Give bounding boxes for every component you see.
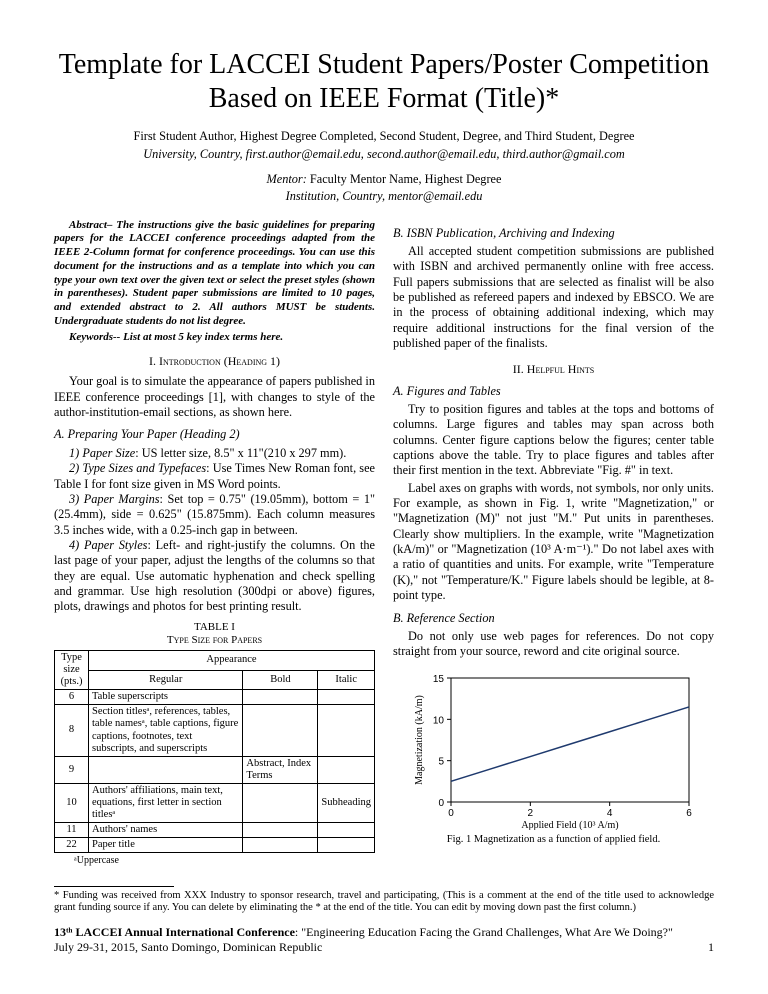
paper-title: Template for LACCEI Student Papers/Poste… bbox=[54, 48, 714, 115]
chart-svg: 0 5 10 15 0 2 4 6 Magnetization (kA/m) Applied Fi… bbox=[409, 670, 699, 830]
table-caption: TABLE I Type Size for Papers bbox=[54, 621, 375, 647]
page-number: 1 bbox=[708, 940, 714, 955]
svg-text:15: 15 bbox=[432, 674, 444, 685]
section-2-heading: II. Helpful Hints bbox=[393, 362, 714, 377]
th-regular: Regular bbox=[89, 670, 243, 690]
figure-1-caption: Fig. 1 Magnetization as a function of ap… bbox=[393, 833, 714, 846]
author-affiliation: University, Country, first.author@email.… bbox=[54, 147, 714, 162]
svg-text:2: 2 bbox=[527, 808, 533, 819]
section-1a-heading: A. Preparing Your Paper (Heading 2) bbox=[54, 427, 375, 442]
mentor-label: Mentor: bbox=[267, 172, 307, 186]
svg-text:Magnetization (kA/m): Magnetization (kA/m) bbox=[414, 695, 425, 785]
svg-text:10: 10 bbox=[432, 715, 444, 726]
section-2b-p1: Do not only use web pages for references… bbox=[393, 629, 714, 660]
table-row: 8Section titlesᵃ, references, tables, ta… bbox=[55, 705, 375, 756]
footer-date-location: July 29-31, 2015, Santo Domingo, Dominic… bbox=[54, 940, 322, 954]
table-row: 6Table superscripts bbox=[55, 690, 375, 705]
section-2b-heading: B. Reference Section bbox=[393, 611, 714, 626]
section-1-heading: I. Introduction (Heading 1) bbox=[54, 354, 375, 369]
abstract-text: Abstract– The instructions give the basi… bbox=[54, 219, 375, 329]
magnetization-chart: 0 5 10 15 0 2 4 6 Magnetization (kA/m) Applied Fi… bbox=[393, 670, 714, 846]
table-row: 10Authors' affiliations, main text, equa… bbox=[55, 783, 375, 822]
mentor-affiliation: Institution, Country, mentor@email.edu bbox=[54, 189, 714, 204]
th-type-size: Type size (pts.) bbox=[55, 651, 89, 690]
item-type-sizes: 2) Type Sizes and Typefaces: Use Times N… bbox=[54, 461, 375, 492]
left-column: Abstract– The instructions give the basi… bbox=[54, 219, 375, 868]
mentor-line: Mentor: Faculty Mentor Name, Highest Deg… bbox=[54, 172, 714, 187]
page-footer: 13ᵗʰ LACCEI Annual International Confere… bbox=[54, 925, 714, 955]
th-bold: Bold bbox=[243, 670, 318, 690]
footer-conf-title: : "Engineering Education Facing the Gran… bbox=[295, 925, 673, 939]
th-appearance: Appearance bbox=[89, 651, 375, 671]
svg-text:0: 0 bbox=[448, 808, 454, 819]
section-1b-heading: B. ISBN Publication, Archiving and Index… bbox=[393, 226, 714, 241]
svg-text:0: 0 bbox=[438, 798, 444, 809]
mentor-name: Faculty Mentor Name, Highest Degree bbox=[310, 172, 502, 186]
section-1b-para: All accepted student competition submiss… bbox=[393, 244, 714, 352]
section-2a-p1: Try to position figures and tables at th… bbox=[393, 402, 714, 479]
section-1-para: Your goal is to simulate the appearance … bbox=[54, 374, 375, 420]
keywords-text: Keywords-- List at most 5 key index term… bbox=[69, 331, 375, 345]
svg-text:4: 4 bbox=[606, 808, 612, 819]
svg-text:5: 5 bbox=[438, 756, 444, 767]
table-footnote: ᵃUppercase bbox=[74, 855, 375, 868]
svg-text:Applied Field (10³ A/m): Applied Field (10³ A/m) bbox=[521, 820, 618, 830]
funding-footnote: * Funding was received from XXX Industry… bbox=[54, 890, 714, 915]
table-row: 22Paper title bbox=[55, 838, 375, 853]
item-paper-size: 1) Paper Size: US letter size, 8.5" x 11… bbox=[54, 446, 375, 461]
type-size-table: Type size (pts.) Appearance Regular Bold… bbox=[54, 650, 375, 853]
svg-text:6: 6 bbox=[686, 808, 692, 819]
table-row: 9Abstract, Index Terms bbox=[55, 756, 375, 783]
th-italic: Italic bbox=[318, 670, 375, 690]
footer-conf-name: 13ᵗʰ LACCEI Annual International Confere… bbox=[54, 925, 295, 939]
section-2a-heading: A. Figures and Tables bbox=[393, 384, 714, 399]
table-row: 11Authors' names bbox=[55, 822, 375, 837]
section-2a-p2: Label axes on graphs with words, not sym… bbox=[393, 481, 714, 604]
right-column: B. ISBN Publication, Archiving and Index… bbox=[393, 219, 714, 868]
item-paper-margins: 3) Paper Margins: Set top = 0.75" (19.05… bbox=[54, 492, 375, 538]
authors-line: First Student Author, Highest Degree Com… bbox=[54, 129, 714, 144]
footnote-separator bbox=[54, 886, 174, 887]
item-paper-styles: 4) Paper Styles: Left- and right-justify… bbox=[54, 538, 375, 615]
